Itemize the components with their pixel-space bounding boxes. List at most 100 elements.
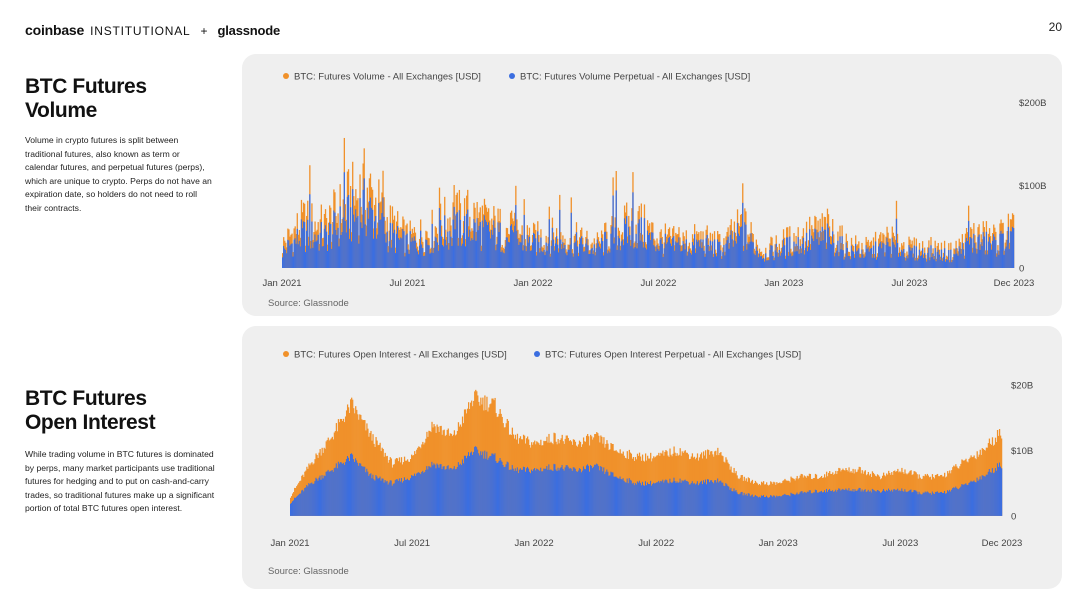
bar-perpetual <box>798 493 800 516</box>
bar-perpetual <box>348 461 351 516</box>
bar-perpetual <box>709 240 711 268</box>
bar-perpetual <box>709 482 711 516</box>
bar-perpetual <box>912 491 914 516</box>
bar-perpetual <box>949 262 951 268</box>
bar-perpetual <box>691 481 694 516</box>
bar-perpetual <box>760 495 763 516</box>
bar-perpetual <box>787 495 789 516</box>
bar-perpetual <box>798 253 800 268</box>
logo: coinbase INSTITUTIONAL + glassnode <box>25 22 280 38</box>
bar-perpetual <box>574 468 577 516</box>
bar-perpetual <box>536 255 538 268</box>
bar-perpetual <box>498 460 500 516</box>
bar-perpetual <box>303 222 306 268</box>
bar-perpetual <box>885 491 887 516</box>
bar-perpetual <box>932 493 935 516</box>
bar-perpetual <box>742 202 744 268</box>
bar-perpetual <box>677 482 679 516</box>
bar-perpetual <box>997 250 999 268</box>
bar-perpetual <box>961 484 963 516</box>
bar-perpetual <box>441 469 443 516</box>
bar-perpetual <box>811 493 814 516</box>
bar-perpetual <box>917 258 920 268</box>
bar-perpetual <box>937 492 940 516</box>
bar-perpetual <box>935 491 938 516</box>
bar-perpetual <box>861 249 863 268</box>
legend-label-perpetual: BTC: Futures Open Interest Perpetual - A… <box>545 350 801 361</box>
bar-perpetual <box>414 240 417 268</box>
bar-perpetual <box>298 494 300 516</box>
bar-perpetual <box>914 490 916 516</box>
bar-perpetual <box>581 470 584 516</box>
bar-perpetual <box>405 235 407 268</box>
bar-perpetual <box>748 244 750 268</box>
bar-perpetual <box>862 254 864 268</box>
bar-perpetual <box>934 492 937 516</box>
bar-perpetual <box>915 246 917 268</box>
bar-perpetual <box>300 493 302 516</box>
bar-perpetual <box>422 247 424 268</box>
bar-perpetual <box>524 245 526 268</box>
bar-perpetual <box>499 458 501 516</box>
bar-perpetual <box>753 496 756 516</box>
bar-perpetual <box>547 243 549 268</box>
bar-perpetual <box>552 471 554 516</box>
bar-perpetual <box>710 480 712 516</box>
bar-perpetual <box>895 490 897 516</box>
bar-perpetual <box>971 481 973 516</box>
bar-perpetual <box>860 491 862 516</box>
chart-source: Source: Glassnode <box>268 298 349 309</box>
bar-perpetual <box>738 494 740 516</box>
bar-perpetual <box>360 463 362 516</box>
bar-perpetual <box>630 245 632 268</box>
bar-perpetual <box>434 464 436 516</box>
bar-perpetual <box>930 245 932 268</box>
bar-perpetual <box>690 254 693 268</box>
bar-perpetual <box>393 229 396 268</box>
bar-perpetual <box>505 237 508 268</box>
bar-perpetual <box>939 259 942 268</box>
bar-perpetual <box>347 194 350 268</box>
bar-perpetual <box>918 249 921 268</box>
bar-perpetual <box>658 250 660 268</box>
bar-perpetual <box>289 245 291 268</box>
bar-perpetual <box>312 484 314 516</box>
bar-perpetual <box>322 478 324 516</box>
bar-perpetual <box>456 212 458 268</box>
bar-perpetual <box>574 241 577 268</box>
bar-perpetual <box>569 244 571 268</box>
bar-perpetual <box>665 479 667 516</box>
bar-perpetual <box>750 495 753 516</box>
bar-perpetual <box>618 238 621 268</box>
bar-perpetual <box>953 253 955 268</box>
bar-perpetual <box>726 240 728 268</box>
bar-perpetual <box>714 480 716 516</box>
bar-perpetual <box>904 257 906 268</box>
bar-perpetual <box>814 489 817 516</box>
bar-perpetual <box>502 252 504 268</box>
x-tick-label: Jan 2023 <box>764 278 803 289</box>
bar-perpetual <box>638 219 640 268</box>
bar-perpetual <box>811 235 813 268</box>
bar-perpetual <box>923 492 925 516</box>
bar-perpetual <box>443 466 445 516</box>
bar-perpetual <box>460 465 463 516</box>
bar-perpetual <box>306 485 308 516</box>
bar-perpetual <box>630 480 633 516</box>
bar-perpetual <box>707 244 709 268</box>
bar-perpetual <box>615 190 617 268</box>
bar-perpetual <box>1005 246 1007 268</box>
bar-perpetual <box>711 480 713 516</box>
bar-perpetual <box>971 238 973 268</box>
bar-perpetual <box>814 228 816 268</box>
bar-perpetual <box>460 245 463 268</box>
bar-perpetual <box>675 482 677 516</box>
bar-perpetual <box>453 466 456 516</box>
bar-perpetual <box>550 245 553 268</box>
bar-perpetual <box>879 492 882 516</box>
bar-perpetual <box>444 215 446 268</box>
bar-perpetual <box>473 218 475 268</box>
bar-perpetual <box>516 467 519 516</box>
bar-perpetual <box>403 231 405 268</box>
bar-perpetual <box>719 481 721 516</box>
